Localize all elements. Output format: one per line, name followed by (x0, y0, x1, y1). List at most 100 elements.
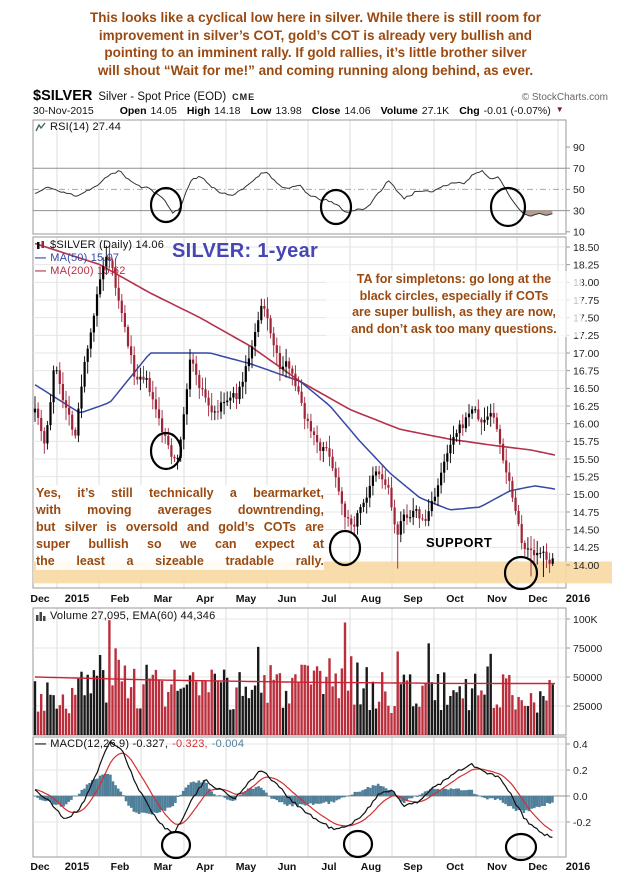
quote-value: 14.05 (150, 105, 177, 117)
ta-annotation-line: black circles, especially if COTs (359, 288, 549, 303)
x-axis-label: Mar (153, 593, 173, 605)
x-axis-label: Sep (403, 593, 423, 605)
macd-legend-value: MACD(12,26,9) -0.327, (50, 738, 169, 750)
x-axis-label: Feb (110, 593, 130, 605)
quote-value: 14.18 (214, 105, 241, 117)
exchange-label: CME (232, 92, 256, 102)
ma50-line-swatch: — (35, 252, 47, 264)
quote-value: 27.1K (421, 105, 450, 117)
svg-text:50: 50 (573, 184, 585, 196)
quote-volume: Volume 27.1K (381, 105, 450, 117)
quote-low: Low 13.98 (250, 105, 301, 117)
top-annotation-line: will shout “Wait for me!” and coming run… (97, 62, 534, 78)
x-axis-label: Nov (487, 593, 507, 605)
x-axis-label: Dec (30, 861, 50, 873)
rsi-legend-text: RSI(14) 27.44 (50, 121, 122, 133)
x-axis-label: Feb (110, 861, 130, 873)
svg-text:0.2: 0.2 (573, 765, 588, 777)
svg-text:30: 30 (573, 205, 585, 217)
volume-bars-icon (35, 611, 46, 621)
stockcharts-credit: © StockCharts.com (521, 92, 608, 103)
support-label: SUPPORT (426, 535, 493, 550)
quote-label: Volume (380, 105, 418, 117)
x-axis-label: Nov (487, 861, 507, 873)
candlestick-icon (35, 240, 46, 251)
x-axis-label: Oct (446, 593, 464, 605)
svg-text:18.50: 18.50 (573, 242, 599, 254)
x-axis-label: Jun (277, 861, 297, 873)
quote-date: 30-Nov-2015 (33, 105, 94, 117)
quote-label: Low (250, 105, 272, 117)
symbol-description: Silver - Spot Price (EOD) (98, 91, 227, 103)
symbol-title: $SILVER (33, 88, 93, 104)
ta-annotation-line: TA for simpletons: go long at the (356, 272, 552, 286)
volume-legend: Volume 27,095, EMA(60) 44,346 (35, 610, 215, 622)
rsi-panel: 90 70 50 30 10 (32, 119, 585, 239)
price-legend-text: $SILVER (Daily) 14.06 (50, 239, 165, 251)
x-axis-label: Aug (360, 593, 382, 605)
rsi-indicator-icon (35, 122, 46, 132)
chart-watermark: SILVER: 1-year (172, 240, 319, 262)
ma200-legend-text: MA(200) 15.62 (50, 265, 126, 277)
quote-label: Chg (459, 105, 480, 117)
x-axis-label: May (235, 861, 257, 873)
svg-text:15.00: 15.00 (573, 489, 599, 501)
svg-text:25000: 25000 (573, 701, 602, 713)
svg-text:0.0: 0.0 (573, 791, 588, 803)
x-axis-label: 2016 (565, 861, 591, 873)
ma50-legend-text: MA(50) 15.07 (50, 252, 120, 264)
macd-hist-value: -0.004 (211, 738, 245, 750)
quote-label: High (186, 105, 211, 117)
svg-text:15.50: 15.50 (573, 454, 599, 466)
quote-value: 13.98 (275, 105, 302, 117)
quote-label: Open (119, 105, 147, 117)
top-annotation: This looks like a cyclical low here in s… (16, 9, 615, 79)
x-axis-label: 2015 (64, 593, 90, 605)
quote-change: Chg -0.01 (-0.07%) ▼ (459, 105, 563, 117)
svg-text:16.50: 16.50 (573, 383, 599, 395)
x-axis-label: Apr (195, 861, 215, 873)
x-axis-label: Oct (446, 861, 464, 873)
volume-legend-text: Volume 27,095, EMA(60) 44,346 (50, 610, 216, 622)
svg-text:18.25: 18.25 (573, 259, 599, 271)
ta-annotation-line: and don’t ask too many questions. (351, 321, 557, 336)
quote-value: -0.01 (-0.07%) (483, 105, 551, 117)
svg-text:10: 10 (573, 227, 585, 239)
ma200-line-swatch: — (35, 265, 47, 277)
macd-line-swatch: — (35, 738, 47, 750)
svg-text:75000: 75000 (573, 643, 602, 655)
x-axis-label: Apr (195, 593, 215, 605)
ma50-legend: — MA(50) 15.07 (35, 252, 119, 264)
bearmarket-annotation-line: the least a sizeable tradable rally. (36, 553, 324, 570)
svg-text:100K: 100K (573, 614, 598, 626)
x-axis-label: Dec (30, 593, 50, 605)
svg-text:-0.2: -0.2 (573, 817, 591, 829)
x-axis-label: Aug (360, 861, 382, 873)
svg-text:14.50: 14.50 (573, 524, 599, 536)
top-annotation-line: This looks like a cyclical low here in s… (90, 10, 541, 25)
macd-legend: — MACD(12,26,9) -0.327, -0.323, -0.004 (35, 738, 244, 750)
svg-text:14.25: 14.25 (573, 542, 599, 554)
quote-open: Open 14.05 (120, 105, 177, 117)
x-axis-label: Dec (528, 593, 548, 605)
svg-text:15.25: 15.25 (573, 471, 599, 483)
macd-signal-value: -0.323, (172, 738, 208, 750)
quote-value: 14.06 (344, 105, 371, 117)
ta-annotation-line: are super bullish, as they are now, (352, 305, 556, 319)
svg-text:16.00: 16.00 (573, 418, 599, 430)
bearmarket-annotation-line: Yes, it’s still technically a bearmarket… (36, 485, 324, 502)
quote-close: Close 14.06 (312, 105, 371, 117)
x-axis-label: 2016 (565, 593, 591, 605)
x-axis-label: Jul (321, 593, 337, 605)
rsi-legend: RSI(14) 27.44 (35, 121, 121, 133)
chart-header: $SILVER Silver - Spot Price (EOD) CME © … (33, 88, 608, 104)
x-axis-label: 2015 (64, 861, 90, 873)
svg-text:15.75: 15.75 (573, 436, 599, 448)
x-axis-label: Jun (277, 593, 297, 605)
bearmarket-annotation-line: with moving averages downtrending, (36, 502, 324, 519)
ta-annotation: TA for simpletons: go long at the black … (326, 271, 582, 337)
x-axis-label: Dec (528, 861, 548, 873)
x-axis-label: Sep (403, 861, 423, 873)
price-legend: $SILVER (Daily) 14.06 (35, 239, 164, 251)
